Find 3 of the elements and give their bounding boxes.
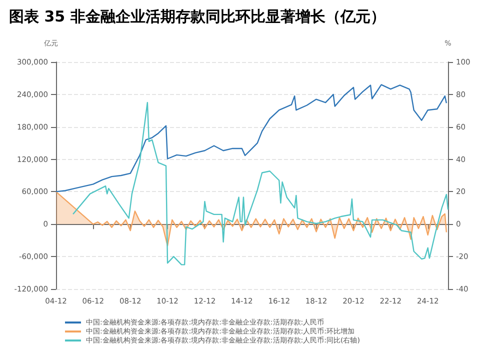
line-series [55, 84, 448, 192]
line-series [72, 102, 449, 266]
chart-title: 图表 35 非金融企业活期存款同比环比显著增长（亿元） [9, 8, 386, 26]
